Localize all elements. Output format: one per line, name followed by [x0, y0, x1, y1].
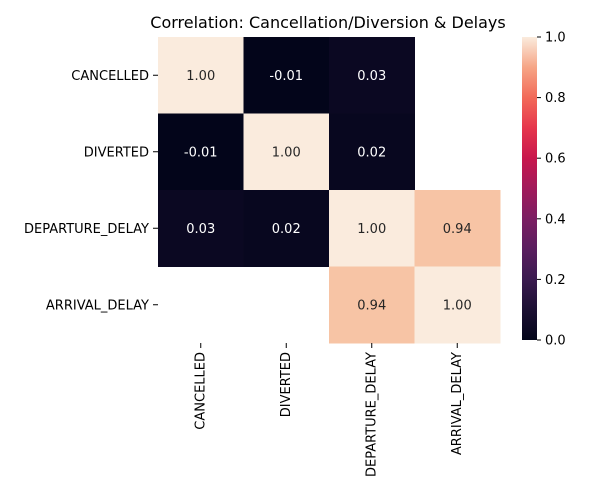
column-tick-labels: CANCELLED DIVERTED DEPARTURE_DELAY ARRIVAL_…: [193, 343, 465, 477]
row-label-cancelled: CANCELLED: [71, 69, 149, 84]
cell-value-label: 0.94: [357, 298, 386, 313]
colorbar-tick-label: 1.0: [545, 31, 566, 46]
colorbar: [522, 37, 537, 340]
column-label-departure-delay: DEPARTURE_DELAY: [364, 352, 379, 477]
cell-value-label: 0.94: [443, 222, 472, 237]
heatmap-cell-departure-delay-diverted: [243, 190, 330, 267]
cell-value-label: 1.00: [443, 298, 472, 313]
cell-value-label: 1.00: [272, 145, 301, 160]
heatmap-cell-cancelled-diverted: [243, 37, 330, 114]
cell-value-label: 0.02: [357, 145, 386, 160]
heatmap-cell-cancelled-departure-delay: [329, 37, 415, 114]
colorbar-tick-label: 0.8: [545, 91, 566, 106]
column-label-cancelled: CANCELLED: [193, 352, 208, 430]
heatmap-cell-diverted-cancelled: [158, 113, 244, 191]
cell-value-label: 0.03: [186, 222, 215, 237]
heatmap-cell-departure-delay-arrival-delay: [414, 190, 501, 267]
heatmap-cell-cancelled-cancelled: [158, 37, 244, 114]
cell-value-label: 1.00: [186, 69, 215, 84]
cell-value-label: 0.02: [272, 222, 301, 237]
row-label-diverted: DIVERTED: [84, 145, 149, 160]
column-label-arrival-delay: ARRIVAL_DELAY: [450, 352, 465, 455]
cell-value-label: -0.01: [184, 145, 218, 160]
chart-title: Correlation: Cancellation/Diversion & De…: [150, 13, 505, 32]
cell-value-label: -0.01: [269, 69, 303, 84]
heatmap-cells: 1.00 -0.01 0.03 -0.01 1.00 0.02 0.03 0.02 1.00 0.…: [158, 37, 501, 344]
row-tick-labels: CANCELLED DIVERTED DEPARTURE_DELAY ARRIVAL_…: [24, 69, 158, 313]
heatmap-cell-arrival-delay-arrival-delay: [414, 266, 501, 344]
heatmap-cell-diverted-departure-delay: [329, 113, 415, 191]
colorbar-ticks: 0.0 0.2 0.4 0.6 0.8 1.0: [537, 31, 566, 349]
heatmap-cell-diverted-diverted: [243, 113, 330, 191]
heatmap-cell-departure-delay-cancelled: [158, 190, 244, 267]
cell-value-label: 0.03: [357, 69, 386, 84]
heatmap-cell-departure-delay-departure-delay: [329, 190, 415, 267]
heatmap-cell-arrival-delay-departure-delay: [329, 266, 415, 344]
colorbar-tick-label: 0.2: [545, 273, 566, 288]
colorbar-tick-label: 0.0: [545, 334, 566, 349]
colorbar-tick-label: 0.6: [545, 152, 566, 167]
row-label-arrival-delay: ARRIVAL_DELAY: [46, 298, 149, 313]
colorbar-tick-label: 0.4: [545, 212, 566, 227]
row-label-departure-delay: DEPARTURE_DELAY: [24, 222, 149, 237]
cell-value-label: 1.00: [357, 222, 386, 237]
column-label-diverted: DIVERTED: [279, 352, 294, 417]
